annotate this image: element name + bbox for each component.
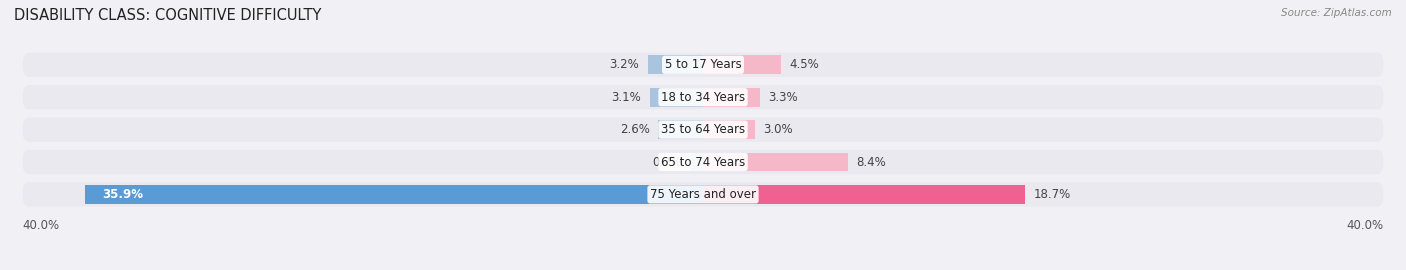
Text: 3.1%: 3.1% bbox=[612, 91, 641, 104]
Bar bbox=[650, 88, 703, 107]
FancyBboxPatch shape bbox=[22, 182, 1384, 207]
Text: 65 to 74 Years: 65 to 74 Years bbox=[661, 156, 745, 168]
Text: 40.0%: 40.0% bbox=[22, 219, 60, 232]
Text: 35 to 64 Years: 35 to 64 Years bbox=[661, 123, 745, 136]
Text: Source: ZipAtlas.com: Source: ZipAtlas.com bbox=[1281, 8, 1392, 18]
Bar bbox=[703, 120, 755, 139]
Text: 3.3%: 3.3% bbox=[769, 91, 799, 104]
Text: 40.0%: 40.0% bbox=[1346, 219, 1384, 232]
FancyBboxPatch shape bbox=[22, 117, 1384, 142]
Bar bbox=[648, 55, 703, 74]
Text: DISABILITY CLASS: COGNITIVE DIFFICULTY: DISABILITY CLASS: COGNITIVE DIFFICULTY bbox=[14, 8, 322, 23]
Text: 8.4%: 8.4% bbox=[856, 156, 886, 168]
Text: 35.9%: 35.9% bbox=[101, 188, 143, 201]
Text: 0.7%: 0.7% bbox=[652, 156, 682, 168]
Bar bbox=[703, 153, 848, 171]
FancyBboxPatch shape bbox=[22, 85, 1384, 109]
FancyBboxPatch shape bbox=[22, 150, 1384, 174]
Bar bbox=[703, 185, 1025, 204]
Text: 4.5%: 4.5% bbox=[789, 58, 818, 71]
Text: 3.0%: 3.0% bbox=[763, 123, 793, 136]
Text: 3.2%: 3.2% bbox=[610, 58, 640, 71]
Bar bbox=[703, 88, 759, 107]
Bar bbox=[84, 185, 703, 204]
Text: 75 Years and over: 75 Years and over bbox=[650, 188, 756, 201]
Text: 18 to 34 Years: 18 to 34 Years bbox=[661, 91, 745, 104]
Legend: Male, Female: Male, Female bbox=[631, 266, 775, 270]
Bar bbox=[690, 153, 703, 171]
Text: 5 to 17 Years: 5 to 17 Years bbox=[665, 58, 741, 71]
Bar bbox=[703, 55, 780, 74]
FancyBboxPatch shape bbox=[22, 53, 1384, 77]
Bar bbox=[658, 120, 703, 139]
Text: 18.7%: 18.7% bbox=[1033, 188, 1071, 201]
Text: 2.6%: 2.6% bbox=[620, 123, 650, 136]
